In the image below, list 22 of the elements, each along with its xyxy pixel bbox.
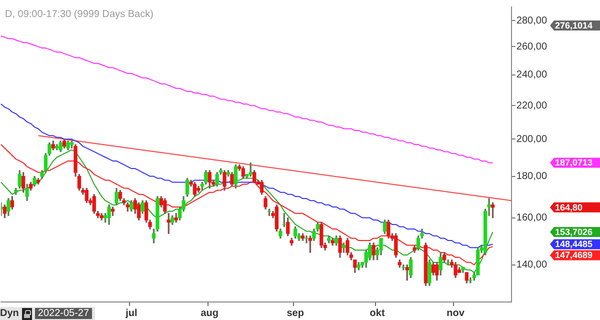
text: 187,0713 [555,158,593,168]
x-tick-label: jul [124,308,138,319]
y-tick-label: 260,00 [516,41,548,52]
text: Dyn [0,308,19,319]
y-tick-label: 160,00 [516,212,548,224]
text: 164,80 [555,202,583,212]
x-tick-label: nov [446,308,465,319]
y-tick-label: 240,00 [516,70,548,81]
text: 147,4689 [555,250,593,260]
x-tick-label: aug [200,308,219,319]
chart-title: D, 09:00-17:30 (9999 Days Back) [5,8,154,20]
text: 148,4485 [555,239,593,250]
x-tick-label: okt [370,308,386,319]
x-tick-label: sep [286,308,304,319]
y-tick-label: 220,00 [516,100,548,112]
y-tick-label: 180,00 [516,171,548,182]
text: 276,1014 [555,20,593,31]
y-tick-label: 280,00 [516,15,548,26]
text: 2022-05-27 [34,308,92,319]
y-tick-label: 140,00 [516,260,548,271]
y-tick-label: 200,00 [516,134,548,145]
text: 153,7026 [555,226,593,237]
